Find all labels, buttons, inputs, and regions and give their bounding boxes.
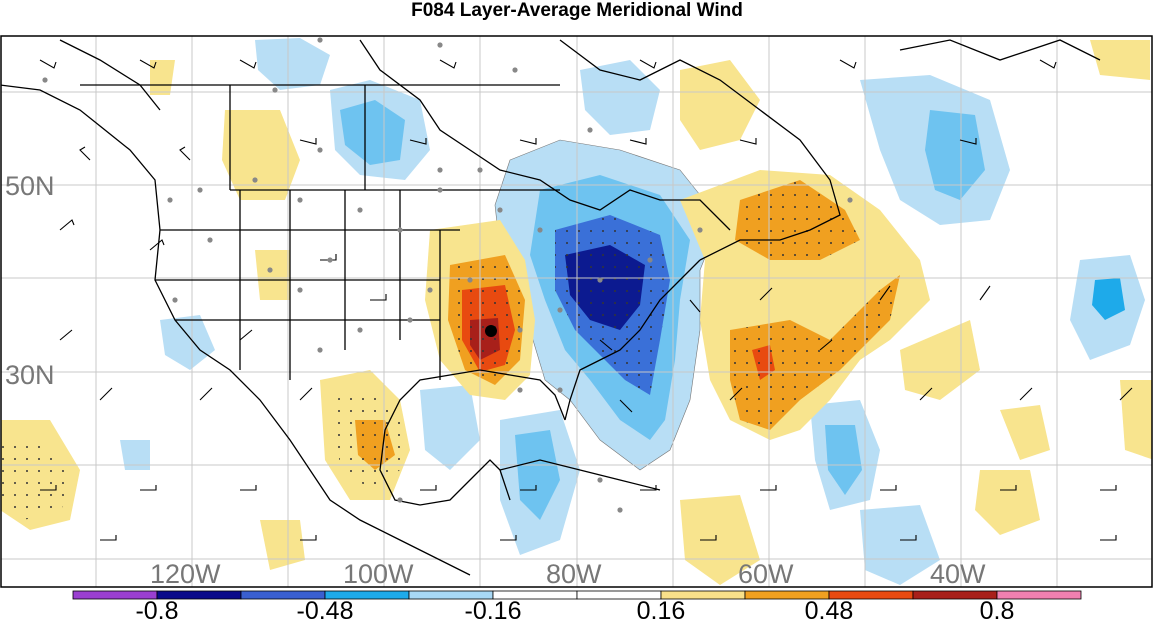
- positive-wind-south-ocean: [680, 495, 760, 585]
- positive-wind-west-3: [255, 250, 290, 300]
- positive-wind-northeast: [680, 60, 760, 150]
- graticule: [1, 36, 1152, 587]
- lon-label-100w: 100W: [343, 559, 414, 589]
- negative-wind-atlantic-north-inner: [925, 110, 985, 200]
- negative-wind-west: [160, 315, 215, 370]
- negative-wind-pacific: [120, 440, 150, 470]
- stipple-east: [555, 215, 670, 395]
- negative-wind-caribbean-inner: [515, 430, 560, 520]
- positive-wind-atlantic-far: [900, 320, 980, 400]
- negative-wind-canada-1-inner: [340, 100, 405, 165]
- positive-wind-south-pacific: [260, 520, 305, 570]
- lon-label-120w: 120W: [150, 559, 221, 589]
- stipple-atlantic: [730, 275, 900, 430]
- positive-wind-atlantic-ne2: [1000, 405, 1050, 460]
- lat-label-30n: 30N: [5, 360, 55, 390]
- positive-wind-atlantic-ne: [1090, 40, 1150, 80]
- negative-wind-canada-2: [580, 60, 660, 135]
- map-title: F084 Layer-Average Meridional Wind: [411, 0, 743, 21]
- lat-label-50n: 50N: [5, 171, 55, 201]
- wind-shading: [1, 38, 1152, 585]
- colorbar-label-0.16: 0.16: [637, 597, 686, 622]
- negative-wind-gulf: [420, 385, 480, 470]
- lon-label-60w: 60W: [738, 559, 794, 589]
- colorbar-label-0.8: 0.8: [980, 597, 1015, 622]
- negative-wind-atlantic-south: [860, 505, 940, 585]
- negative-wind-atlantic-east-inner: [1092, 278, 1125, 320]
- positive-wind-west-2: [150, 60, 175, 95]
- lon-label-80w: 80W: [546, 559, 602, 589]
- positive-wind-east-edge: [1120, 380, 1152, 460]
- colorbar-label-neg-0.8: -0.8: [135, 597, 178, 622]
- negative-wind-canada-3: [255, 38, 330, 90]
- wind-barbs: [39, 59, 1133, 541]
- negative-wind-atlantic-mid-inner: [825, 425, 862, 495]
- colorbar-swatch-11: [996, 590, 1082, 600]
- colorbar: [72, 590, 1082, 600]
- stipple-central: [448, 255, 525, 385]
- stipple-pacific: [1, 440, 70, 520]
- colorbar-label-neg-0.48: -0.48: [297, 597, 354, 622]
- station-markers: [42, 37, 853, 513]
- lon-label-40w: 40W: [930, 559, 986, 589]
- colorbar-label-0.48: 0.48: [805, 597, 854, 622]
- map-frame: [0, 35, 1153, 588]
- positive-wind-west-1: [222, 110, 300, 200]
- positive-wind-atlantic-south: [975, 470, 1040, 535]
- highlight-station-marker: [485, 325, 497, 337]
- colorbar-label-neg-0.16: -0.16: [465, 597, 522, 622]
- coastlines: [1, 39, 1101, 576]
